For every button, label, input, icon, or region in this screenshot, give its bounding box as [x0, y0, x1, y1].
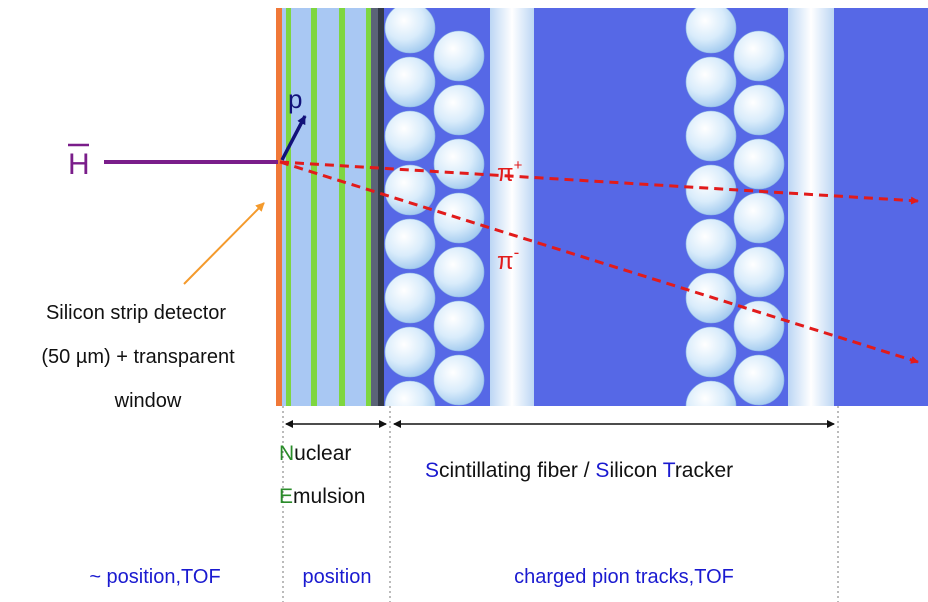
silicon-pointer-arrow — [183, 202, 265, 285]
scintillator-region-right — [838, 8, 928, 406]
fiber-sphere — [433, 300, 485, 352]
fiber-sphere — [733, 192, 785, 244]
antihydrogen-label: H — [68, 148, 90, 181]
tracker-label: Scintillating fiber / Silicon Tracker — [425, 459, 733, 482]
fiber-bar — [788, 8, 834, 406]
fiber-sphere — [685, 8, 737, 54]
fiber-bar — [490, 8, 534, 406]
fiber-sphere — [384, 380, 436, 406]
fiber-sphere — [733, 138, 785, 190]
silicon-label-line3: window — [114, 390, 182, 412]
fiber-sphere — [384, 8, 436, 54]
fiber-sphere — [685, 218, 737, 270]
nuclear-emulsion-stack — [280, 8, 384, 406]
pion-plus-track — [279, 160, 919, 205]
fiber-sphere — [685, 326, 737, 378]
emulsion-base — [378, 8, 384, 406]
emulsion-layer — [311, 8, 317, 406]
bottom-label-tracker: charged pion tracks,TOF — [514, 566, 734, 588]
fiber-sphere — [384, 218, 436, 270]
silicon-label-line1: Silicon strip detector — [46, 302, 226, 324]
fiber-sphere — [733, 30, 785, 82]
silicon-label-line2: (50 µm) + transparent — [41, 346, 235, 368]
proton-label: p — [288, 84, 302, 114]
fiber-sphere — [733, 84, 785, 136]
fiber-sphere — [433, 30, 485, 82]
fiber-sphere — [433, 84, 485, 136]
pion-plus-label: π+ — [497, 157, 523, 187]
bottom-label-silicon: ~ position,TOF — [89, 566, 220, 588]
fiber-sphere — [685, 164, 737, 216]
emulsion-layer — [286, 8, 291, 406]
fiber-sphere — [384, 56, 436, 108]
fiber-sphere — [384, 326, 436, 378]
emulsion-layer — [339, 8, 345, 406]
fiber-sphere — [685, 56, 737, 108]
emulsion-label: Emulsion — [279, 485, 365, 508]
bottom-label-emulsion: position — [303, 566, 372, 588]
emulsion-layer — [366, 8, 371, 406]
fiber-sphere — [433, 354, 485, 406]
fiber-sphere — [685, 380, 737, 406]
silicon-strip-layer — [276, 8, 282, 406]
fiber-sphere — [733, 246, 785, 298]
fiber-sphere — [384, 272, 436, 324]
fiber-sphere — [433, 246, 485, 298]
fiber-sphere — [685, 110, 737, 162]
fiber-sphere — [733, 300, 785, 352]
fiber-sphere — [384, 164, 436, 216]
fiber-sphere — [733, 354, 785, 406]
proton-track — [280, 115, 307, 161]
fiber-sphere — [384, 110, 436, 162]
pion-minus-label: π- — [497, 243, 519, 275]
emulsion-base — [371, 8, 378, 406]
pion-minus-track — [279, 160, 919, 364]
fiber-sphere — [433, 138, 485, 190]
nuclear-label: Nuclear — [279, 442, 351, 465]
